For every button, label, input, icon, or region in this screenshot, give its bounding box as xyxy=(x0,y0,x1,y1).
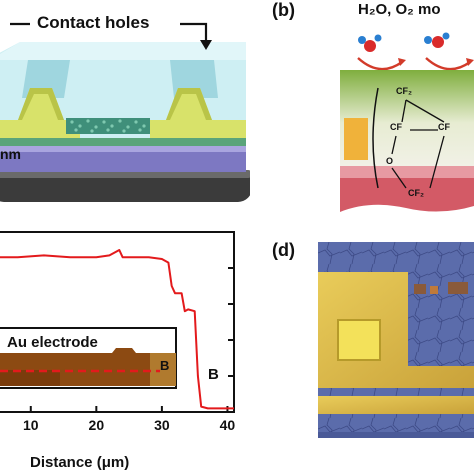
panel-d-optical-micrograph xyxy=(318,242,474,438)
gold-stripe-bottom xyxy=(318,396,474,414)
profile-series xyxy=(0,249,234,410)
panel-d-label: (d) xyxy=(272,240,295,260)
profile-point-b-label: B xyxy=(208,366,219,383)
panel-b-label: (b) xyxy=(272,0,295,20)
gas-molecules-label: H₂O, O₂ mo xyxy=(358,1,441,18)
water-molecule-2 xyxy=(424,32,450,48)
deflection-arrow-2 xyxy=(425,57,471,71)
thickness-unit-label: nm xyxy=(0,146,21,162)
x-tick-label: 30 xyxy=(154,417,170,433)
contact-holes-label: Contact holes xyxy=(37,13,150,32)
orange-inset xyxy=(344,118,368,160)
contact-pad xyxy=(337,319,381,361)
afm-inset xyxy=(0,327,177,389)
contact-holes-arrow xyxy=(180,22,208,44)
alignment-mark-2 xyxy=(448,282,468,294)
water-molecule-1 xyxy=(358,34,382,52)
x-axis-label: Distance (μm) xyxy=(30,454,130,471)
x-tick-label: 10 xyxy=(23,417,39,433)
inset-au-electrode-label: Au electrode xyxy=(7,334,98,351)
x-tick-label: 40 xyxy=(220,417,236,433)
profile-series-line xyxy=(0,249,234,410)
panel-b-barrier-schematic: H₂O, O₂ mo CF₂ CF CF O CF₂ xyxy=(340,0,474,220)
substrate-layer xyxy=(0,170,250,202)
chem-cf-right: CF xyxy=(438,122,450,132)
chem-cf-left: CF xyxy=(390,122,402,132)
dielectric-layer xyxy=(0,150,246,172)
chem-cf2-top: CF₂ xyxy=(396,86,412,96)
source-electrode xyxy=(0,88,80,140)
deflection-arrow-1 xyxy=(357,57,403,71)
device-schematic-illustration xyxy=(0,22,250,202)
chem-o: O xyxy=(386,156,394,166)
panel-c-height-profile: 10 20 30 40 Au electrode B B Distance (μm) xyxy=(0,230,245,474)
barrier-illustration xyxy=(340,32,474,212)
inset-marker-b: B xyxy=(160,358,170,373)
chem-cf2-bottom: CF₂ xyxy=(408,188,424,198)
alignment-mark-1 xyxy=(414,284,426,294)
panel-a-device-schematic: Contact holes nm xyxy=(0,0,250,215)
height-profile-chart: 10 20 30 40 xyxy=(0,231,236,433)
micrograph-image xyxy=(318,242,474,438)
x-tick-label: 20 xyxy=(89,417,105,433)
